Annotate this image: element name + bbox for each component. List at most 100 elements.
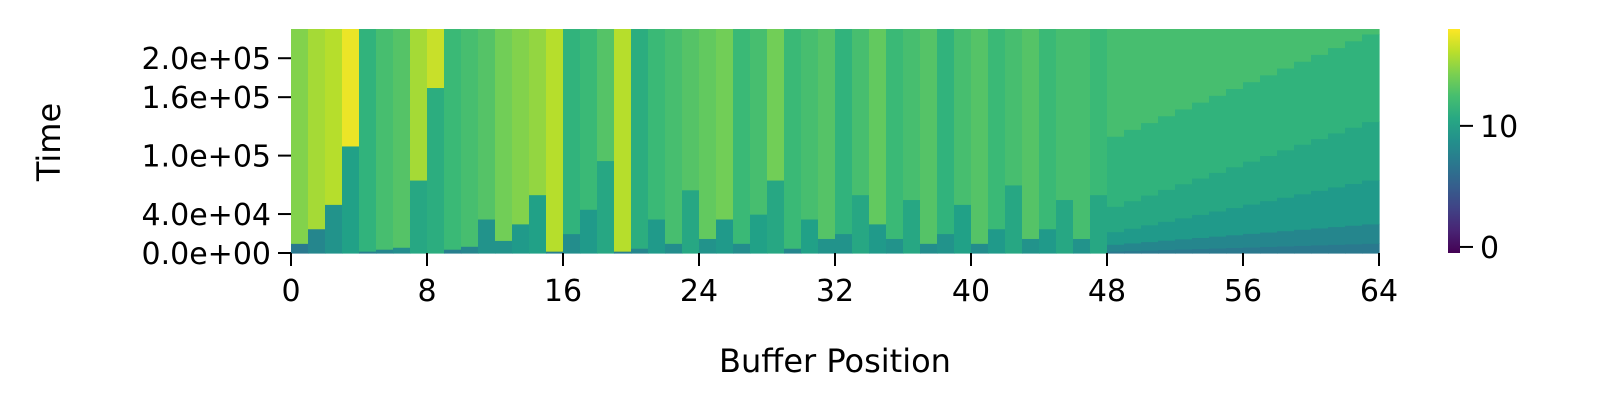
heatmap-cell	[1294, 29, 1312, 62]
heatmap-cell	[1243, 233, 1261, 248]
heatmap-cell	[444, 29, 462, 250]
heatmap-cell	[1175, 217, 1193, 240]
heatmap-cell	[818, 238, 836, 254]
heatmap-cell	[767, 29, 785, 181]
heatmap-cell	[869, 29, 887, 225]
heatmap-cell	[1209, 95, 1227, 173]
y-tick-label: 1.0e+05	[142, 140, 271, 175]
heatmap-cell	[1141, 250, 1159, 254]
heatmap-cell	[427, 29, 445, 89]
heatmap-cell	[1328, 226, 1346, 245]
heatmap-cell	[750, 214, 768, 254]
heatmap-cell	[597, 29, 615, 162]
heatmap-cell	[1141, 122, 1159, 196]
heatmap-cell	[937, 29, 955, 235]
heatmap-cell	[495, 240, 513, 254]
heatmap-cell	[1328, 244, 1346, 254]
heatmap-cell	[1311, 54, 1329, 140]
heatmap-cell	[1328, 29, 1346, 49]
heatmap-cell	[1243, 204, 1261, 234]
heatmap-cell	[920, 243, 938, 254]
heatmap-cell	[1005, 29, 1023, 186]
heatmap-cell	[1311, 190, 1329, 229]
x-tick-label: 16	[544, 274, 582, 309]
heatmap-cell	[1226, 166, 1244, 209]
heatmap-cell	[1209, 29, 1227, 96]
heatmap-cell	[1192, 29, 1210, 103]
heatmap-cell	[1192, 237, 1210, 250]
heatmap-cell	[393, 247, 411, 254]
heatmap-cell	[1175, 248, 1193, 254]
heatmap-cell	[1107, 29, 1125, 137]
heatmap-cell	[886, 238, 904, 254]
heatmap-cell	[597, 160, 615, 254]
heatmap-cell	[631, 248, 649, 254]
heatmap-cell	[835, 29, 853, 235]
heatmap-cell	[1243, 161, 1261, 205]
heatmap-cell	[1175, 29, 1193, 110]
heatmap-cell	[1362, 223, 1380, 244]
heatmap-cell	[1141, 194, 1159, 226]
x-tick-label: 64	[1360, 274, 1398, 309]
heatmap-cell	[869, 223, 887, 254]
heatmap-cell	[1192, 248, 1210, 254]
heatmap-cell	[971, 243, 989, 254]
heatmap-cell	[546, 251, 564, 254]
heatmap-cell	[1192, 178, 1210, 215]
heatmap-cell	[1090, 29, 1108, 196]
heatmap-cell	[1158, 115, 1176, 190]
heatmap-cell	[291, 29, 309, 244]
heatmap-cell	[359, 251, 377, 254]
heatmap-cell	[699, 238, 717, 254]
heatmap-cell	[1209, 247, 1227, 254]
heatmap-cell	[1277, 197, 1295, 232]
heatmap-cell	[1294, 61, 1312, 145]
heatmap-cell	[1226, 247, 1244, 254]
heatmap-cell	[1141, 224, 1159, 243]
heatmap-cell	[376, 249, 394, 254]
x-tick-label: 0	[281, 274, 300, 309]
heatmap-cell	[1158, 221, 1176, 241]
heatmap-cell	[1277, 230, 1295, 247]
heatmap-cell	[325, 29, 343, 205]
colorbar-tick-label: 10	[1480, 110, 1518, 145]
heatmap-cell	[1175, 108, 1193, 185]
heatmap-cell	[614, 251, 632, 254]
heatmap-cell	[1362, 33, 1380, 123]
heatmap-cell	[1124, 228, 1142, 244]
heatmap-cell	[852, 29, 870, 196]
heatmap-cell	[1311, 227, 1329, 246]
heatmap-cell	[376, 29, 394, 250]
heatmap-cell	[461, 29, 479, 247]
heatmap-cell	[461, 246, 479, 254]
heatmap-cell	[1328, 132, 1346, 188]
heatmap-cell	[1124, 242, 1142, 252]
heatmap-cell	[1158, 240, 1176, 251]
heatmap-cell	[308, 228, 326, 254]
heatmap-cell	[682, 29, 700, 191]
heatmap-cell	[291, 243, 309, 254]
heatmap-cell	[767, 179, 785, 254]
heatmap-cell	[495, 29, 513, 241]
heatmap-cell	[1345, 29, 1363, 42]
x-axis-label: Buffer Position	[719, 342, 951, 380]
heatmap-cell	[1107, 206, 1125, 233]
heatmap-cell	[1294, 229, 1312, 246]
y-tick-label: 1.6e+05	[142, 81, 271, 116]
heatmap-cell	[1294, 193, 1312, 230]
heatmap-cell	[410, 29, 428, 181]
heatmap-cell	[1294, 144, 1312, 195]
heatmap-cell	[750, 29, 768, 215]
colorbar-gradient-bar	[1448, 29, 1460, 253]
heatmap-cell	[1090, 194, 1108, 254]
heatmap-cell	[1192, 214, 1210, 239]
heatmap-cell	[1311, 138, 1329, 191]
heatmap-cell	[1277, 149, 1295, 198]
heatmap-cell	[1141, 29, 1159, 124]
x-tick-label: 32	[816, 274, 854, 309]
heatmap-cell	[478, 29, 496, 220]
heatmap-cell	[1158, 29, 1176, 117]
heatmap-cell	[1260, 231, 1278, 247]
heatmap-cell	[1209, 172, 1227, 212]
